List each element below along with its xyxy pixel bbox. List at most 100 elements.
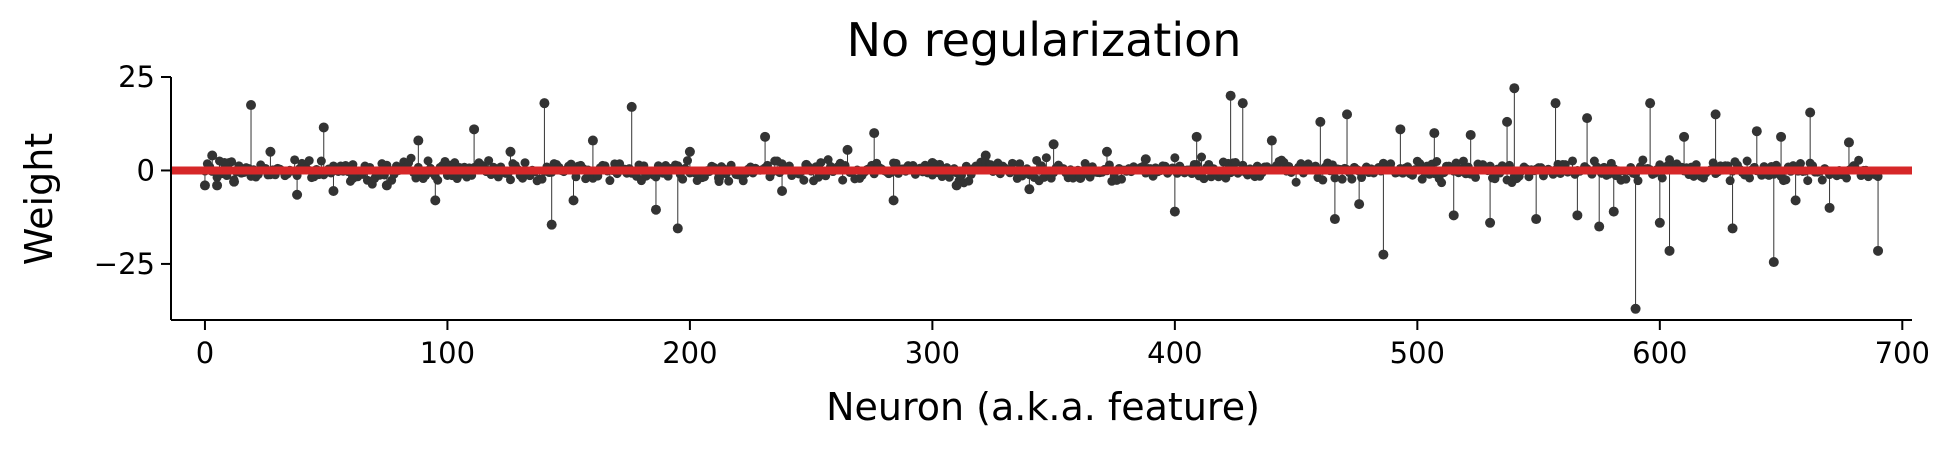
noise-point (1657, 173, 1667, 183)
data-point (869, 128, 880, 139)
data-point (760, 131, 771, 142)
noise-point (1291, 177, 1301, 187)
noise-point (1742, 156, 1752, 166)
data-point (1048, 139, 1059, 150)
noise-point (799, 175, 809, 185)
data-point (1824, 202, 1835, 213)
data-point (1531, 214, 1542, 225)
data-point (413, 135, 424, 146)
noise-point (537, 174, 547, 184)
x-tick-label: 300 (905, 336, 960, 370)
data-point (1550, 98, 1561, 109)
data-point (212, 180, 223, 191)
data-point (505, 146, 516, 157)
data-point (1101, 146, 1112, 157)
markers (199, 83, 1884, 314)
data-point (318, 122, 329, 133)
noise-point (1842, 173, 1852, 183)
data-point (1873, 245, 1884, 256)
noise-point (505, 175, 515, 185)
data-point (1465, 129, 1476, 140)
noise-point (1458, 156, 1468, 166)
y-axis-label: Weight (17, 133, 61, 265)
noise-point (1524, 172, 1534, 182)
noise-point (816, 158, 826, 168)
data-point (1429, 128, 1440, 139)
noise-point (1745, 173, 1755, 183)
noise-point (1638, 155, 1648, 165)
x-tick-label: 700 (1875, 336, 1930, 370)
noise-point (1854, 155, 1864, 165)
data-point (1140, 154, 1151, 165)
data-point (1768, 257, 1779, 268)
noise-point (1417, 174, 1427, 184)
noise-point (1795, 159, 1805, 169)
noise-point (1230, 158, 1240, 168)
noise-point (1451, 158, 1461, 168)
y-tick-label: −25 (94, 247, 155, 281)
data-point (381, 180, 392, 191)
data-point (1502, 116, 1513, 127)
noise-point (423, 156, 433, 166)
noise-point (316, 156, 326, 166)
noise-point (944, 172, 954, 182)
noise-point (520, 158, 530, 168)
data-point (1378, 249, 1389, 260)
data-point (1448, 210, 1459, 221)
data-point (1485, 217, 1496, 228)
noise-point (1432, 157, 1442, 167)
noise-point (1415, 159, 1425, 169)
noise-point (1170, 153, 1180, 163)
data-point (246, 100, 257, 111)
data-point (650, 204, 661, 215)
chart-title: No regularization (847, 13, 1242, 67)
data-point (219, 157, 230, 168)
data-point (1191, 131, 1202, 142)
y-tick-label: 0 (137, 153, 155, 187)
data-point (684, 146, 695, 157)
data-point (1329, 214, 1340, 225)
data-point (1342, 109, 1353, 120)
data-point (888, 195, 899, 206)
noise-point (581, 174, 591, 184)
noise-point (1117, 174, 1127, 184)
data-point (546, 219, 557, 230)
data-point (626, 101, 637, 112)
noise-point (1803, 176, 1813, 186)
noise-point (1568, 156, 1578, 166)
data-point (229, 176, 240, 187)
data-point (1315, 116, 1326, 127)
data-point (777, 186, 788, 197)
data-point (1169, 206, 1180, 217)
data-point (1354, 199, 1365, 210)
noise-point (682, 156, 692, 166)
noise-point (678, 174, 688, 184)
noise-point (290, 155, 300, 165)
x-axis-ticks: 0 100 200 300 400 500 600 700 (196, 320, 1930, 370)
x-tick-label: 200 (662, 336, 717, 370)
x-tick-label: 0 (196, 336, 214, 370)
data-point (927, 157, 938, 168)
noise-point (1437, 178, 1447, 188)
noise-point (1817, 175, 1827, 185)
noise-point (1041, 153, 1051, 163)
data-point (980, 150, 991, 161)
data-point (1266, 135, 1277, 146)
data-point (292, 189, 303, 200)
data-point (1805, 107, 1816, 118)
noise-point (838, 175, 848, 185)
x-tick-label: 100 (420, 336, 475, 370)
noise-point (304, 156, 314, 166)
noise-point (433, 175, 443, 185)
y-axis-ticks: 25 0 −25 (94, 60, 171, 281)
data-point (1075, 172, 1086, 183)
data-point (1225, 90, 1236, 101)
data-point (347, 172, 358, 183)
data-point (1751, 126, 1762, 137)
data-point (265, 146, 276, 157)
noise-point (1197, 152, 1207, 162)
x-tick-label: 500 (1390, 336, 1445, 370)
noise-point (724, 176, 734, 186)
data-point (587, 135, 598, 146)
